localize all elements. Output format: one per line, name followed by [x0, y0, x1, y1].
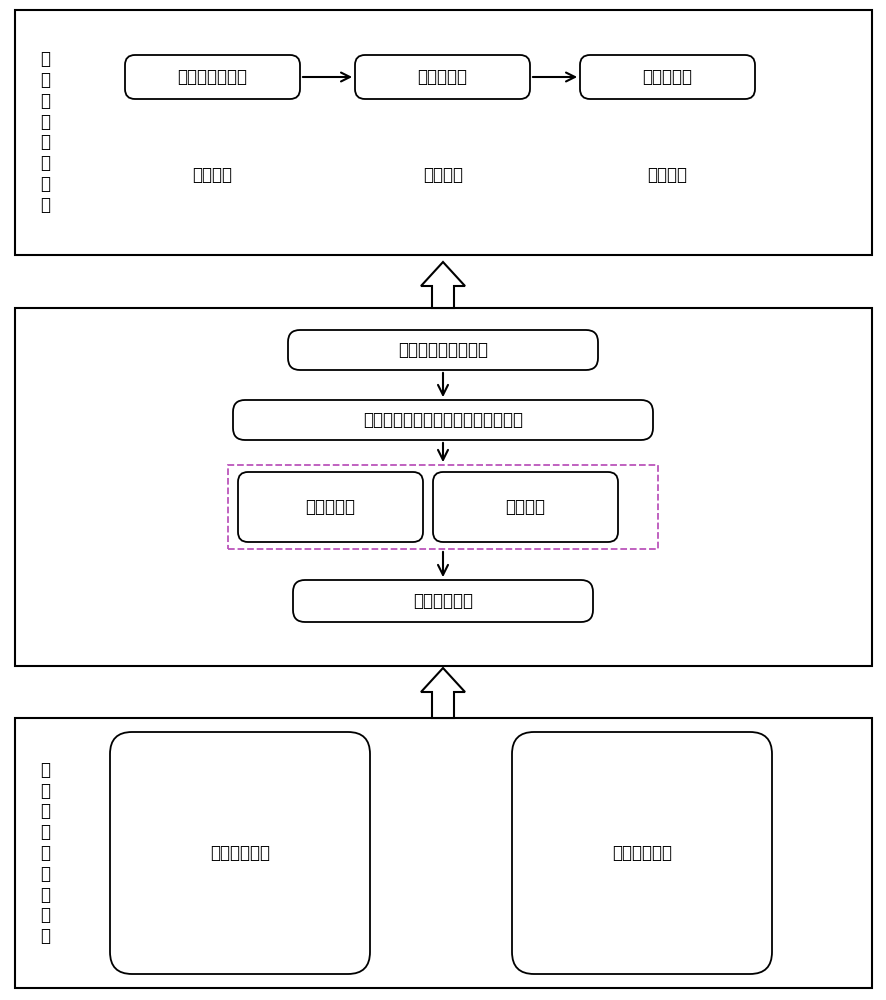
Text: 分
布
式
电
源
出
力
模
型: 分 布 式 电 源 出 力 模 型 [40, 761, 50, 945]
Bar [15, 308, 871, 666]
Text: 约束条件: 约束条件 [646, 166, 687, 184]
Bar [228, 465, 657, 549]
Polygon shape [421, 668, 464, 718]
Text: 优化方法: 优化方法 [423, 166, 462, 184]
FancyBboxPatch shape [292, 580, 593, 622]
FancyBboxPatch shape [237, 472, 423, 542]
Bar [15, 10, 871, 255]
FancyBboxPatch shape [288, 330, 597, 370]
Text: 馈线区负荷调整: 馈线区负荷调整 [177, 68, 247, 86]
FancyBboxPatch shape [233, 400, 652, 440]
FancyBboxPatch shape [354, 55, 530, 99]
Text: 供
电
能
力
计
算
部
分: 供 电 能 力 计 算 部 分 [40, 50, 50, 214]
Text: 光伏出力模型: 光伏出力模型 [611, 844, 672, 862]
FancyBboxPatch shape [125, 55, 299, 99]
Text: 约束条件: 约束条件 [505, 498, 545, 516]
Text: 系统可靠性: 系统可靠性 [641, 68, 692, 86]
FancyBboxPatch shape [432, 472, 618, 542]
Bar [15, 718, 871, 988]
FancyBboxPatch shape [110, 732, 369, 974]
Text: 考虑分布式电源出力: 考虑分布式电源出力 [398, 341, 487, 359]
FancyBboxPatch shape [579, 55, 754, 99]
Text: 供电能力计算: 供电能力计算 [413, 592, 472, 610]
Text: 优化对象: 优化对象 [191, 166, 232, 184]
Text: 风机出力模型: 风机出力模型 [210, 844, 269, 862]
Text: 分布式电源出力出力对负荷点的影响: 分布式电源出力出力对负荷点的影响 [362, 411, 523, 429]
Polygon shape [421, 262, 464, 308]
Text: 可靠性指标: 可靠性指标 [305, 498, 355, 516]
FancyBboxPatch shape [511, 732, 771, 974]
Text: 负荷倍数法: 负荷倍数法 [417, 68, 467, 86]
